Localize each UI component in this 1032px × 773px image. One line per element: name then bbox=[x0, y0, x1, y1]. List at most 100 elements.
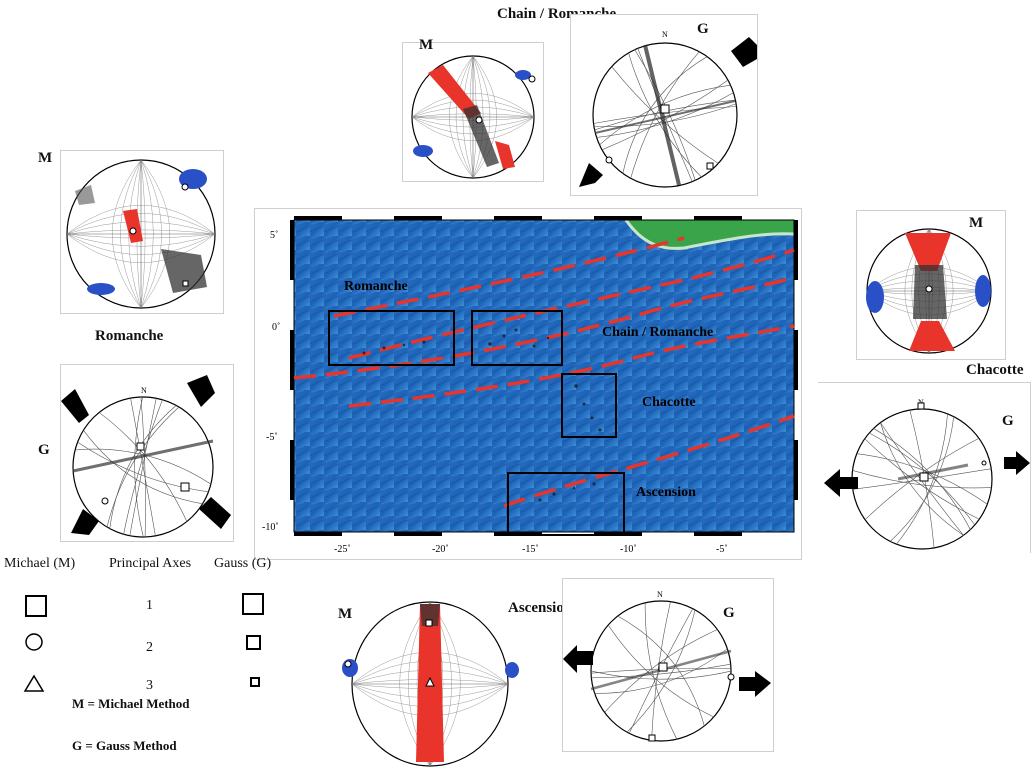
method-letter-m: M bbox=[38, 150, 53, 166]
north-label: N bbox=[662, 30, 668, 39]
axis-2-marker bbox=[180, 482, 190, 492]
y-tick-label: -5˚ bbox=[266, 432, 278, 443]
axis-1-marker bbox=[658, 662, 668, 672]
region-title-ascension: Ascension bbox=[508, 600, 573, 616]
axis-2-marker bbox=[528, 75, 536, 83]
map-label-romanche: Romanche bbox=[344, 279, 408, 294]
points-cloud bbox=[75, 185, 95, 205]
michael-stereonet-chain-romanche bbox=[411, 55, 536, 179]
method-letter-g: G bbox=[723, 605, 735, 621]
axis-2-marker bbox=[919, 472, 929, 482]
legend-axis-number: 2 bbox=[146, 640, 153, 655]
legend-header-michael: Michael (M) bbox=[4, 556, 76, 571]
points-cluster bbox=[420, 604, 440, 626]
axis-1-marker bbox=[136, 442, 145, 451]
compression-arrow-se bbox=[199, 497, 231, 529]
legend-axis-number: 1 bbox=[146, 598, 153, 613]
north-label: N bbox=[657, 590, 663, 599]
compression-arrow-nw bbox=[61, 389, 89, 423]
axis-2-marker bbox=[344, 660, 352, 668]
axis-1-marker bbox=[660, 104, 670, 114]
legend-note-michael: M = Michael Method bbox=[72, 696, 190, 711]
michael-axis-3-symbol bbox=[23, 674, 45, 692]
michael-stereonet-chacotte bbox=[866, 228, 992, 354]
y-axis-ticks: 5˚ 0˚ -5˚ -10˚ bbox=[262, 230, 280, 533]
axis-1-marker bbox=[129, 227, 137, 235]
axis-3-marker bbox=[101, 497, 109, 505]
gauss-panel-ascension: N G bbox=[562, 578, 774, 752]
fault-line bbox=[503, 414, 795, 508]
gauss-axis-2-symbol bbox=[246, 635, 261, 650]
x-tick-label: -5˚ bbox=[716, 544, 728, 555]
legend-symbols bbox=[23, 593, 264, 692]
fault-line bbox=[333, 236, 685, 318]
michael-axis-2-symbol bbox=[25, 633, 43, 651]
study-boxes bbox=[328, 310, 625, 536]
gauss-stereonet-chacotte: N bbox=[824, 398, 1030, 550]
compression-arrow-sw bbox=[71, 509, 99, 535]
method-letter-m: M bbox=[969, 215, 984, 231]
ocean bbox=[294, 220, 794, 532]
gauss-panel-chain-romanche: N G bbox=[570, 14, 758, 196]
axis-2-marker bbox=[706, 162, 714, 170]
michael-stereonet-romanche bbox=[66, 159, 216, 309]
x-axis-ticks: -25˚ -20˚ -15˚ -10˚ -5˚ bbox=[334, 544, 728, 555]
sigma1-cloud bbox=[428, 65, 481, 119]
points-band bbox=[463, 105, 499, 167]
fault-line bbox=[348, 324, 795, 408]
bathymetry-map: Romanche Chain / Romanche Chacotte Ascen… bbox=[262, 216, 798, 555]
axis-1-marker bbox=[425, 619, 433, 627]
gauss-stereonet-ascension: N bbox=[563, 590, 771, 742]
method-letter-m: M bbox=[338, 606, 353, 622]
axis-1-marker bbox=[917, 402, 925, 410]
sigma3-cloud bbox=[866, 281, 884, 313]
gauss-axis-3-symbol bbox=[250, 677, 260, 687]
sigma3-cloud bbox=[87, 283, 115, 295]
michael-stereonet-ascension bbox=[342, 601, 519, 767]
axis-3-marker bbox=[425, 676, 435, 687]
fault-lines bbox=[293, 236, 795, 508]
compression-arrow-sw bbox=[579, 163, 603, 187]
sigma3-cloud bbox=[505, 662, 519, 678]
y-tick-label: -10˚ bbox=[262, 522, 279, 533]
axis-3-marker bbox=[981, 460, 987, 466]
compression-arrow-ne bbox=[731, 37, 757, 67]
method-letter-g: G bbox=[697, 21, 709, 37]
map-label-chain-romanche: Chain / Romanche bbox=[602, 325, 713, 340]
method-letter-g: G bbox=[38, 442, 50, 458]
x-tick-label: -10˚ bbox=[620, 544, 637, 555]
region-title-romanche: Romanche bbox=[95, 328, 164, 344]
y-tick-label: 0˚ bbox=[272, 322, 280, 333]
land-africa bbox=[626, 220, 794, 249]
legend-header-gauss: Gauss (G) bbox=[214, 556, 272, 571]
gauss-axis-1-symbol bbox=[242, 593, 264, 615]
extension-arrow-east bbox=[1004, 451, 1030, 475]
michael-panel-romanche bbox=[60, 150, 224, 314]
legend-header-axes: Principal Axes bbox=[109, 556, 192, 571]
michael-panel-chacotte: M bbox=[856, 210, 1006, 360]
sigma1-cloud bbox=[495, 141, 515, 169]
seismicity-dots bbox=[362, 328, 602, 502]
legend-note-gauss: G = Gauss Method bbox=[72, 738, 177, 753]
study-box-chacotte bbox=[561, 373, 617, 438]
gauss-panel-chacotte: N G bbox=[818, 382, 1031, 553]
extension-arrow-east bbox=[739, 671, 771, 697]
axis-1-marker bbox=[475, 116, 483, 124]
axis-3-marker bbox=[605, 156, 613, 164]
points-cloud bbox=[161, 249, 207, 293]
study-box-romanche bbox=[328, 310, 455, 366]
axis-1-marker bbox=[925, 285, 933, 293]
x-tick-label: -15˚ bbox=[522, 544, 539, 555]
axis-3-marker bbox=[727, 673, 735, 681]
sigma3-cloud bbox=[975, 275, 991, 307]
fault-line bbox=[293, 276, 795, 380]
sigma3-cloud bbox=[515, 70, 531, 80]
michael-panel-ascension bbox=[340, 598, 520, 768]
region-title-chacotte: Chacotte bbox=[966, 362, 1024, 378]
study-box-chain-romanche bbox=[471, 310, 563, 366]
michael-panel-chain-romanche: M bbox=[402, 37, 544, 182]
legend-axis-number: 3 bbox=[146, 678, 153, 693]
sigma3-cloud bbox=[413, 145, 433, 157]
x-tick-label: -20˚ bbox=[432, 544, 449, 555]
michael-axis-1-symbol bbox=[25, 595, 47, 617]
